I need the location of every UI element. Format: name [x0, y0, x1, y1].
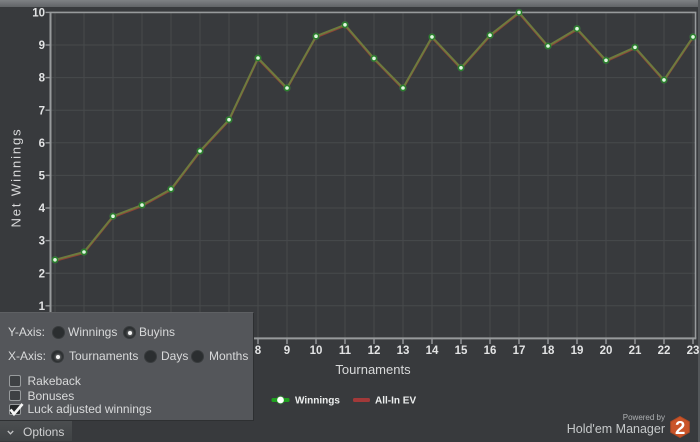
svg-text:8: 8	[255, 345, 262, 357]
svg-text:3: 3	[39, 236, 45, 248]
svg-text:Net Winnings: Net Winnings	[9, 127, 24, 227]
svg-text:11: 11	[339, 345, 352, 357]
svg-text:19: 19	[571, 345, 584, 357]
svg-text:13: 13	[397, 345, 410, 357]
svg-text:23: 23	[687, 345, 700, 357]
svg-text:6: 6	[39, 138, 45, 150]
svg-text:9: 9	[284, 345, 290, 357]
svg-text:5: 5	[39, 171, 46, 183]
svg-text:17: 17	[513, 345, 526, 357]
svg-text:2: 2	[39, 268, 45, 280]
svg-text:20: 20	[600, 345, 613, 357]
svg-text:21: 21	[629, 345, 642, 357]
svg-text:18: 18	[542, 345, 555, 357]
svg-text:Tournaments: Tournaments	[335, 362, 411, 377]
svg-text:12: 12	[368, 345, 381, 357]
svg-text:8: 8	[39, 73, 46, 85]
svg-text:10: 10	[32, 8, 45, 20]
svg-text:7: 7	[39, 105, 45, 117]
svg-text:22: 22	[658, 345, 671, 357]
svg-text:16: 16	[484, 345, 497, 357]
svg-text:10: 10	[310, 345, 323, 357]
svg-text:4: 4	[39, 203, 46, 215]
svg-text:All-In EV: All-In EV	[375, 396, 416, 407]
svg-text:15: 15	[455, 345, 468, 357]
svg-text:2: 2	[675, 417, 685, 438]
svg-text:14: 14	[426, 345, 439, 357]
svg-text:1: 1	[39, 301, 46, 313]
svg-text:Winnings: Winnings	[295, 396, 340, 407]
svg-text:9: 9	[39, 40, 45, 52]
